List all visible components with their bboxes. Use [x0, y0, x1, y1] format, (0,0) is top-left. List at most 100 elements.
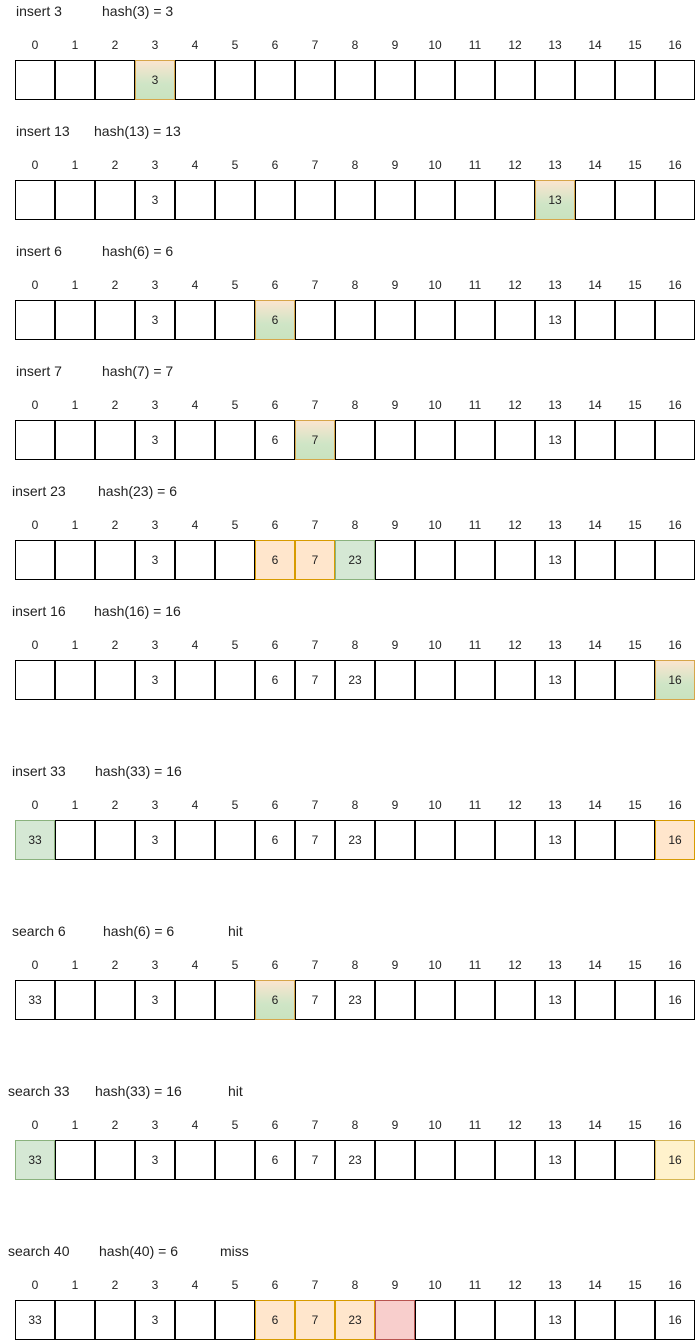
index-label: 4 — [191, 638, 199, 652]
index-label: 10 — [428, 158, 442, 172]
table-cell — [655, 60, 695, 100]
table-cell: 23 — [335, 1300, 375, 1340]
index-label: 11 — [468, 1118, 482, 1132]
index-label: 1 — [71, 278, 79, 292]
index-label: 10 — [428, 638, 442, 652]
table-cell — [215, 300, 255, 340]
table-cell — [175, 180, 215, 220]
table-cell: 7 — [295, 1300, 335, 1340]
index-label: 10 — [428, 398, 442, 412]
table-cell — [215, 1300, 255, 1340]
index-label: 1 — [71, 38, 79, 52]
index-label: 9 — [391, 518, 399, 532]
index-label: 10 — [428, 38, 442, 52]
index-label: 2 — [111, 1118, 119, 1132]
table-cell — [15, 660, 55, 700]
table-cell — [175, 300, 215, 340]
index-label: 5 — [231, 798, 239, 812]
hash-label: hash(23) = 6 — [98, 483, 177, 499]
index-label: 14 — [588, 398, 602, 412]
index-label: 2 — [111, 278, 119, 292]
index-label: 8 — [351, 518, 359, 532]
table-cell — [495, 820, 535, 860]
index-label: 14 — [588, 278, 602, 292]
index-label: 0 — [31, 1278, 39, 1292]
table-cell — [575, 540, 615, 580]
index-label: 9 — [391, 278, 399, 292]
index-label: 13 — [548, 1278, 562, 1292]
table-cell — [215, 540, 255, 580]
index-label: 10 — [428, 278, 442, 292]
table-cell: 3 — [135, 420, 175, 460]
table-cell — [295, 180, 335, 220]
index-label: 16 — [668, 398, 682, 412]
index-label: 0 — [31, 1118, 39, 1132]
index-label: 14 — [588, 638, 602, 652]
index-label: 14 — [588, 1118, 602, 1132]
table-cell — [495, 1140, 535, 1180]
table-cell — [55, 540, 95, 580]
table-cell — [575, 820, 615, 860]
index-label: 7 — [311, 398, 319, 412]
index-label: 1 — [71, 1278, 79, 1292]
index-label: 4 — [191, 38, 199, 52]
table-cell — [495, 300, 535, 340]
table-cell — [95, 1300, 135, 1340]
table-cell — [15, 420, 55, 460]
index-label: 16 — [668, 638, 682, 652]
index-label: 15 — [628, 518, 642, 532]
table-cell: 3 — [135, 980, 175, 1020]
index-label: 5 — [231, 398, 239, 412]
index-label: 8 — [351, 38, 359, 52]
index-label: 13 — [548, 958, 562, 972]
table-cell — [215, 60, 255, 100]
table-cell — [455, 540, 495, 580]
index-label: 1 — [71, 798, 79, 812]
table-cell — [655, 540, 695, 580]
operation-label: insert 16 — [12, 603, 66, 619]
index-label: 0 — [31, 798, 39, 812]
index-label: 6 — [271, 278, 279, 292]
table-cell: 16 — [655, 1140, 695, 1180]
table-cell: 13 — [535, 540, 575, 580]
index-label: 4 — [191, 158, 199, 172]
table-cell — [95, 180, 135, 220]
index-label: 14 — [588, 158, 602, 172]
index-label: 7 — [311, 958, 319, 972]
index-label: 3 — [151, 278, 159, 292]
index-label: 8 — [351, 398, 359, 412]
table-cell — [335, 180, 375, 220]
hash-table-row: 3 6 7 13 — [15, 420, 695, 460]
table-cell — [495, 1300, 535, 1340]
index-label: 5 — [231, 38, 239, 52]
index-label: 6 — [271, 38, 279, 52]
hash-table-row: 3 — [15, 60, 695, 100]
table-cell — [615, 980, 655, 1020]
table-cell — [95, 820, 135, 860]
table-cell: 3 — [135, 60, 175, 100]
table-cell — [55, 420, 95, 460]
table-cell — [375, 980, 415, 1020]
table-cell — [335, 300, 375, 340]
index-label: 14 — [588, 958, 602, 972]
table-cell — [615, 1300, 655, 1340]
index-label: 15 — [628, 38, 642, 52]
index-label: 5 — [231, 958, 239, 972]
table-cell: 16 — [655, 820, 695, 860]
index-label: 6 — [271, 398, 279, 412]
index-label: 6 — [271, 638, 279, 652]
table-cell — [55, 60, 95, 100]
table-cell — [615, 540, 655, 580]
table-cell — [415, 820, 455, 860]
index-label: 12 — [508, 278, 522, 292]
index-label: 15 — [628, 398, 642, 412]
operation-label: insert 6 — [16, 243, 62, 259]
table-cell: 33 — [15, 1300, 55, 1340]
operation-label: insert 23 — [12, 483, 66, 499]
index-label: 12 — [508, 638, 522, 652]
index-label: 16 — [668, 158, 682, 172]
index-label: 15 — [628, 158, 642, 172]
table-cell — [575, 60, 615, 100]
result-label: hit — [228, 1083, 243, 1099]
index-label: 7 — [311, 1118, 319, 1132]
